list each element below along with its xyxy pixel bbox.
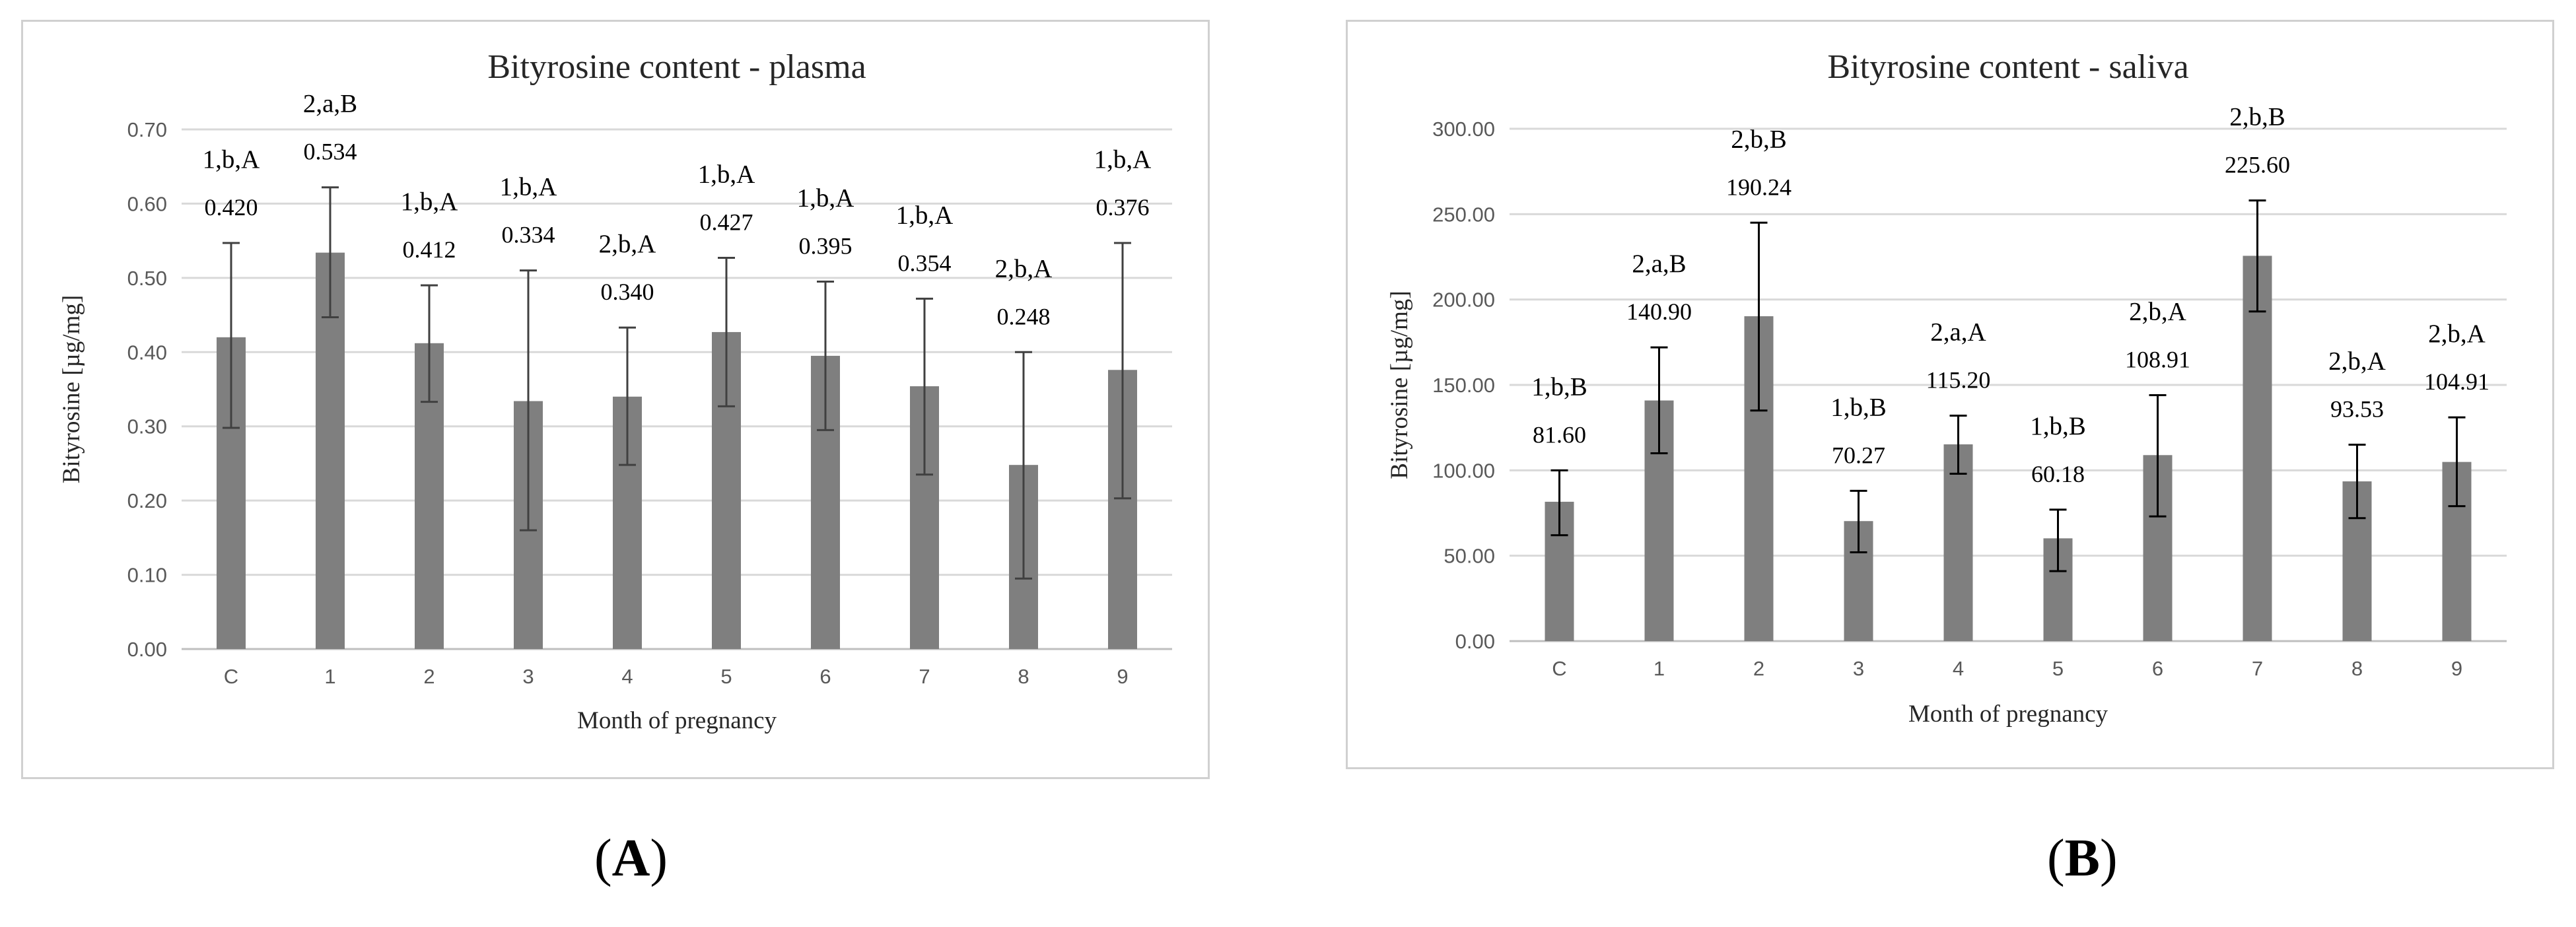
data-label: 0.427 xyxy=(700,209,753,236)
x-tick-label: 7 xyxy=(919,665,930,688)
y-tick-label: 150.00 xyxy=(1432,374,1495,397)
data-label: 70.27 xyxy=(1832,442,1885,468)
significance-annotation: 1,b,A xyxy=(500,173,557,201)
x-tick-label: 9 xyxy=(1117,665,1128,688)
x-tick-label: 1 xyxy=(1654,657,1665,680)
plasma-chart: Bityrosine content - plasma 0.00 0.10 0.20 0… xyxy=(58,48,1172,734)
data-label: 0.534 xyxy=(304,139,357,165)
x-tick-label: 4 xyxy=(1953,657,1964,680)
chart-panel-saliva: Bityrosine content - saliva 0.00 50.00 100.… xyxy=(1346,20,2554,769)
data-label: 0.248 xyxy=(997,303,1051,329)
x-tick-label: 9 xyxy=(2451,657,2462,680)
significance-annotation: 1,b,B xyxy=(2030,412,2086,440)
data-label: 225.60 xyxy=(2225,152,2290,178)
caption-a: (A) xyxy=(594,829,668,887)
significance-annotation: 2,a,B xyxy=(1632,250,1686,278)
x-tick-label: 5 xyxy=(720,665,732,688)
data-label: 115.20 xyxy=(1926,367,1991,394)
significance-annotation: 1,b,A xyxy=(203,145,260,174)
y-axis-label: Bityrosine [µg/mg] xyxy=(1386,291,1413,479)
y-tick-label: 250.00 xyxy=(1432,203,1495,226)
data-label: 0.340 xyxy=(601,279,654,305)
x-tick-label: 8 xyxy=(1018,665,1029,688)
y-tick-label: 0.30 xyxy=(127,415,167,438)
significance-annotation: 1,b,A xyxy=(896,201,954,229)
x-tick-label: 3 xyxy=(1853,657,1864,680)
significance-annotation: 1,b,A xyxy=(797,184,854,212)
x-tick-label: C xyxy=(1552,657,1566,680)
bar xyxy=(2243,256,2272,641)
x-tick-label: 4 xyxy=(621,665,633,688)
saliva-chart: Bityrosine content - saliva 0.00 50.00 100.… xyxy=(1386,48,2507,728)
significance-annotation: 1,b,B xyxy=(1531,372,1587,401)
y-tick-label: 0.40 xyxy=(127,341,167,364)
y-tick-label: 0.70 xyxy=(127,118,167,141)
y-tick-label: 200.00 xyxy=(1432,289,1495,312)
chart-panel-plasma: Bityrosine content - plasma 0.00 0.10 0.20 0… xyxy=(21,20,1210,779)
data-label: 0.412 xyxy=(403,236,456,263)
caption-b-label: B xyxy=(2064,829,2100,887)
significance-annotation: 1,b,B xyxy=(1830,393,1887,421)
significance-annotation: 2,b,A xyxy=(2428,320,2486,348)
x-axis-label: Month of pregnancy xyxy=(577,707,777,734)
chart-title: Bityrosine content - saliva xyxy=(1827,48,2188,86)
chart-title: Bityrosine content - plasma xyxy=(487,48,866,86)
x-tick-label: 2 xyxy=(423,665,435,688)
x-tick-label: 6 xyxy=(2152,657,2163,680)
x-tick-label: 7 xyxy=(2252,657,2263,680)
y-tick-label: 50.00 xyxy=(1444,545,1495,568)
x-tick-label: 8 xyxy=(2351,657,2363,680)
significance-annotation: 1,b,A xyxy=(698,160,755,189)
data-label: 140.90 xyxy=(1626,298,1692,325)
significance-annotation: 1,b,A xyxy=(1094,145,1152,174)
x-tick-label: 3 xyxy=(522,665,534,688)
x-tick-label: C xyxy=(224,665,238,688)
caption-a-label: A xyxy=(611,829,650,887)
significance-annotation: 2,b,A xyxy=(599,230,656,258)
data-label: 81.60 xyxy=(1533,421,1586,448)
caption-b: (B) xyxy=(2047,829,2118,887)
data-label: 190.24 xyxy=(1726,174,1792,200)
y-tick-label: 100.00 xyxy=(1432,459,1495,482)
bar xyxy=(316,252,345,649)
x-tick-label: 5 xyxy=(2052,657,2064,680)
significance-annotation: 2,b,B xyxy=(1731,125,1787,153)
y-tick-label: 0.50 xyxy=(127,267,167,290)
significance-annotation: 2,b,A xyxy=(995,254,1053,283)
data-label: 0.334 xyxy=(502,222,555,248)
significance-annotation: 2,a,A xyxy=(1930,318,1986,347)
significance-annotation: 2,b,A xyxy=(2328,347,2386,376)
y-tick-label: 0.00 xyxy=(1455,630,1495,653)
data-label: 0.376 xyxy=(1096,194,1150,221)
x-axis-label: Month of pregnancy xyxy=(1908,701,2108,728)
x-tick-label: 2 xyxy=(1753,657,1764,680)
y-tick-label: 300.00 xyxy=(1432,118,1495,141)
x-tick-label: 6 xyxy=(819,665,831,688)
y-tick-label: 0.10 xyxy=(127,564,167,587)
x-tick-label: 1 xyxy=(324,665,335,688)
data-label: 108.91 xyxy=(2125,347,2190,373)
data-label: 0.420 xyxy=(205,194,258,221)
y-tick-label: 0.00 xyxy=(127,638,167,661)
data-label: 0.354 xyxy=(898,250,952,276)
bar xyxy=(1943,444,1973,641)
y-tick-label: 0.20 xyxy=(127,489,167,512)
significance-annotation: 2,a,B xyxy=(303,90,357,118)
data-label: 93.53 xyxy=(2330,396,2384,423)
data-label: 60.18 xyxy=(2031,461,2085,487)
data-label: 0.395 xyxy=(799,232,853,259)
y-axis-label: Bityrosine [µg/mg] xyxy=(58,295,85,483)
significance-annotation: 2,b,A xyxy=(2129,298,2186,326)
data-label: 104.91 xyxy=(2424,368,2489,395)
y-tick-label: 0.60 xyxy=(127,192,167,215)
significance-annotation: 2,b,B xyxy=(2229,103,2285,131)
significance-annotation: 1,b,A xyxy=(401,188,458,216)
